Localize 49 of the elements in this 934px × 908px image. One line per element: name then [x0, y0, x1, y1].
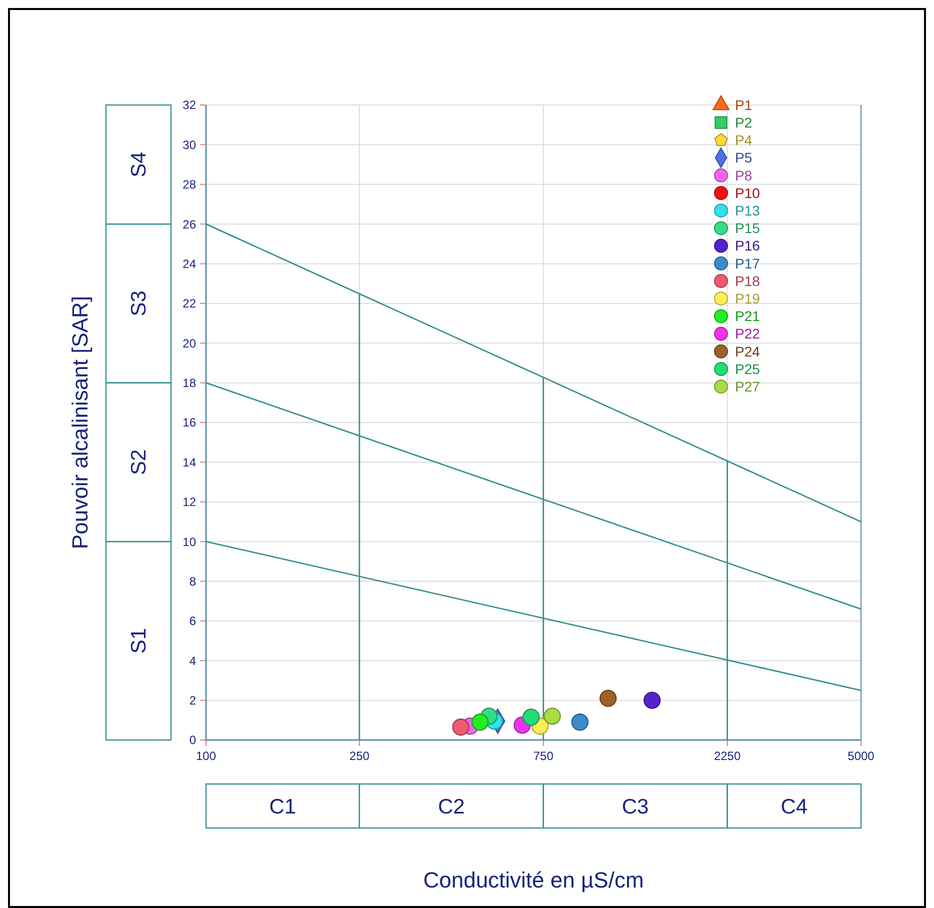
y-tick-label: 30: [182, 138, 196, 152]
legend-label: P17: [735, 255, 760, 272]
text: C4: [780, 795, 808, 818]
x-axis-title: Conductivité en µS/cm: [423, 868, 644, 893]
legend-label: P2: [735, 114, 752, 130]
x-tick-label: 2250: [714, 749, 741, 763]
x-tick-label: 100: [196, 749, 216, 763]
legend-label: P18: [735, 272, 760, 289]
y-tick-label: 24: [182, 256, 196, 271]
y-tick-label: 4: [189, 654, 196, 668]
y-tick-label: 12: [182, 495, 196, 510]
x-tick-label: 250: [349, 749, 370, 763]
y-tick-label: 14: [182, 455, 196, 470]
legend-label: P8: [735, 167, 752, 184]
legend-label: P25: [735, 360, 760, 377]
y-tick-label: 32: [182, 98, 196, 112]
y-tick-label: 0: [189, 733, 196, 748]
text: C1: [269, 795, 296, 818]
y-tick-label: 8: [189, 574, 196, 588]
legend-label: P24: [735, 343, 760, 360]
x-tick-label: 750: [533, 749, 554, 763]
legend-label: P27: [735, 378, 760, 394]
text: S1: [127, 628, 150, 654]
legend-label: P13: [735, 202, 760, 218]
legend-label: P5: [735, 150, 752, 166]
y-tick-label: 6: [189, 614, 196, 628]
legend-label: P10: [735, 184, 760, 201]
y-tick-label: 10: [182, 534, 196, 549]
y-tick-label: 2: [189, 694, 196, 708]
y-tick-label: 26: [182, 217, 196, 232]
text: S4: [127, 151, 150, 178]
text: S3: [127, 290, 150, 316]
y-tick-label: 18: [182, 376, 196, 390]
y-tick-label: 16: [182, 416, 196, 430]
y-tick-label: 22: [182, 296, 196, 311]
legend-label: P19: [735, 290, 760, 306]
legend-label: P21: [735, 308, 760, 324]
legend-label: P15: [735, 220, 760, 236]
y-axis-title: Pouvoir alcalinisant [SAR]: [68, 296, 93, 550]
y-tick-label: 28: [182, 178, 196, 192]
legend-label: P1: [735, 96, 752, 113]
y-tick-label: 20: [182, 336, 196, 350]
legend-label: P16: [735, 238, 760, 254]
text: C3: [622, 795, 649, 818]
text: C2: [438, 795, 465, 818]
x-tick-label: 5000: [848, 749, 875, 763]
legend-label: P22: [735, 326, 760, 342]
legend-label: P4: [735, 132, 752, 148]
text: S2: [127, 449, 150, 476]
